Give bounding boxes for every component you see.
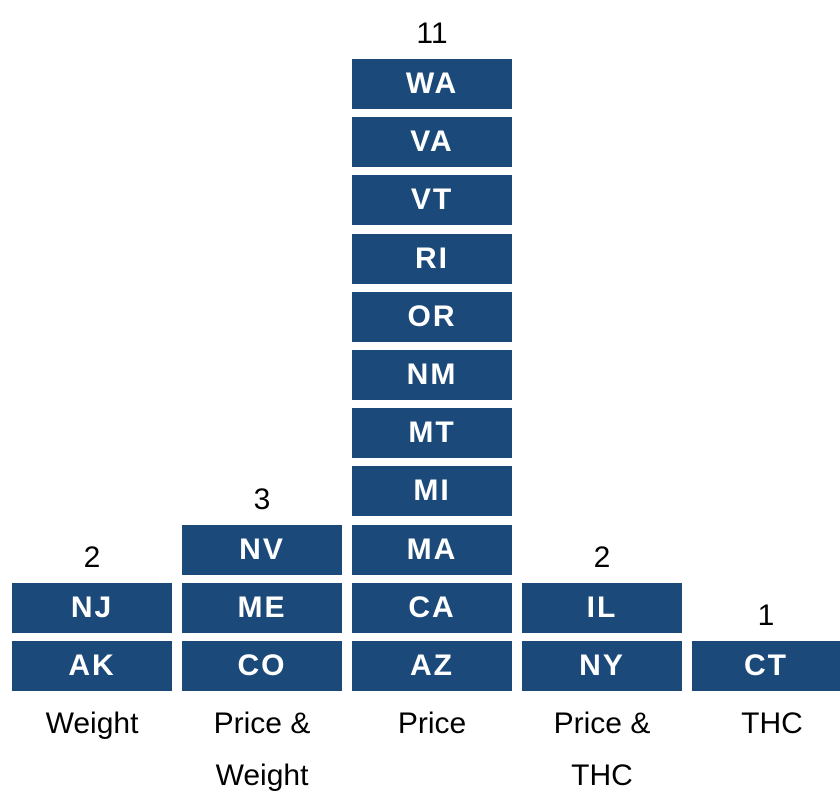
state-tile: NJ <box>12 582 172 633</box>
category-label: THC <box>741 707 803 740</box>
category-label: Price <box>397 707 467 740</box>
state-tile: NM <box>352 350 512 400</box>
category-label: Price & Weight <box>213 707 311 792</box>
column: NY IL 2 Price & THC <box>522 0 682 792</box>
state-tile: OR <box>352 291 512 342</box>
category-label: Price & THC <box>553 707 651 792</box>
state-tile: AZ <box>352 641 512 691</box>
column: AK NJ 2 Weight <box>12 0 172 791</box>
count-label: 1 <box>757 599 775 632</box>
column: CT 1 THC <box>692 0 840 791</box>
state-tile: CT <box>692 641 840 691</box>
count-label: 11 <box>416 17 448 50</box>
state-tile: ME <box>182 582 342 633</box>
count-label: 2 <box>593 540 611 574</box>
state-tile: VT <box>352 175 512 226</box>
state-tile: CO <box>182 641 342 691</box>
state-tile: AK <box>12 641 172 691</box>
count-label: 3 <box>253 482 271 516</box>
state-tile: RI <box>352 233 512 284</box>
category-label: Weight <box>45 707 139 740</box>
state-tile: CA <box>352 582 512 633</box>
state-tile: NY <box>522 641 682 691</box>
state-tile: MA <box>352 524 512 575</box>
state-tile: MT <box>352 408 512 459</box>
state-tile: IL <box>522 582 682 633</box>
column: CO ME NV 3 Price & Weight <box>182 0 342 792</box>
count-label: 2 <box>83 540 101 574</box>
state-tile: WA <box>352 59 512 109</box>
column: AZ CA MA MI MT NM OR RI VT VA WA 11 Price <box>352 0 512 791</box>
state-tile: VA <box>352 117 512 168</box>
state-tile: NV <box>182 524 342 575</box>
state-tile: MI <box>352 466 512 517</box>
